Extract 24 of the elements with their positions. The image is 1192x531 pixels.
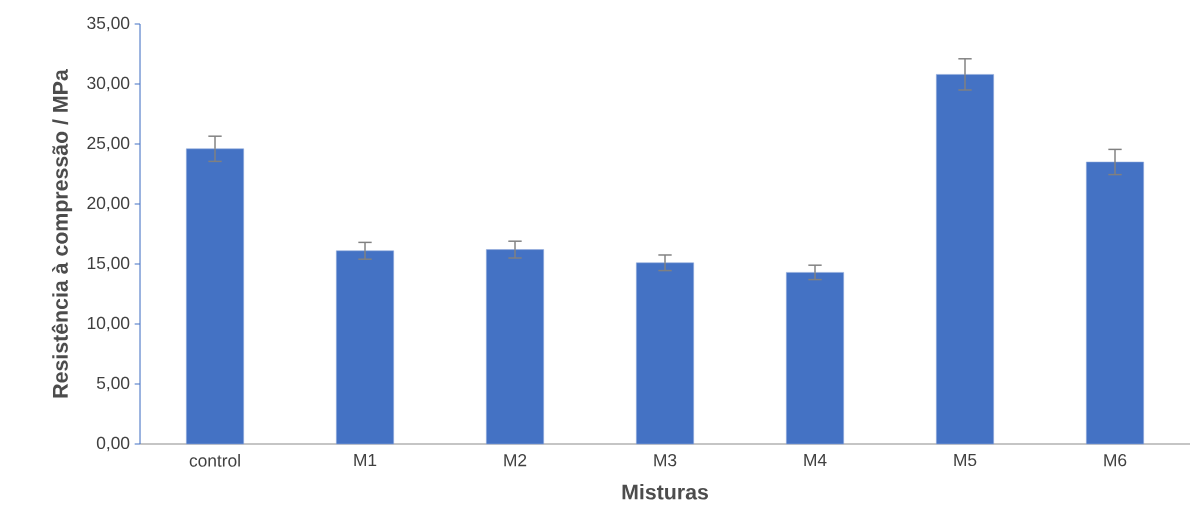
y-tick-label: 15,00 (87, 256, 130, 272)
x-axis-title: Misturas (622, 483, 708, 500)
y-tick-label: 10,00 (87, 316, 130, 332)
y-tick-label: 35,00 (87, 16, 130, 32)
bar (636, 262, 694, 445)
x-tick-label: M1 (354, 454, 377, 466)
x-tick-label: M6 (1104, 454, 1127, 467)
x-tick-label: M3 (654, 454, 677, 467)
y-tick-label: 0,00 (96, 436, 130, 452)
x-tick-label: control (189, 454, 240, 467)
bar (486, 249, 544, 445)
y-axis-title: Resistência à compressão / MPa (51, 69, 73, 398)
y-tick-label: 5,00 (96, 376, 130, 392)
bar (186, 148, 244, 445)
bar (336, 250, 394, 445)
y-tick-label: 30,00 (87, 76, 130, 92)
y-tick-label: 20,00 (87, 196, 130, 212)
x-tick-label: M5 (954, 454, 977, 467)
y-tick-label: 25,00 (87, 136, 130, 152)
x-tick-label: M4 (804, 454, 827, 466)
bar (786, 272, 844, 445)
bar (1086, 161, 1144, 445)
x-tick-label: M2 (504, 454, 527, 467)
bar (936, 74, 994, 445)
